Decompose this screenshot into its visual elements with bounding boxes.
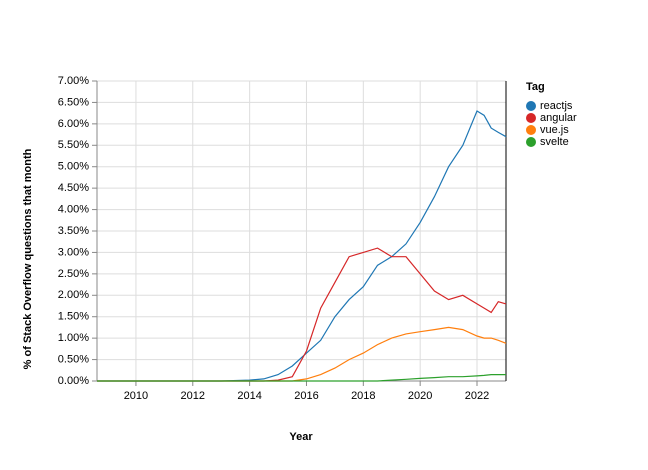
line [97, 247, 507, 382]
y-axis-label: % of Stack Overflow questions that month [22, 148, 34, 369]
line [97, 374, 506, 382]
x-tick-label: 2012 [181, 390, 205, 402]
legend-symbol [526, 137, 536, 147]
y-tick-label: 6.50% [58, 96, 89, 108]
y-tick-label: 2.50% [58, 268, 89, 280]
x-tick-label: 2018 [351, 390, 375, 402]
legend-label: vue.js [540, 124, 569, 136]
y-tick-label: 4.00% [58, 203, 89, 215]
legend-symbol [526, 113, 536, 123]
x-tick-label: 2016 [294, 390, 318, 402]
legend-label: angular [540, 112, 577, 124]
line [97, 110, 507, 382]
legend-symbol [526, 101, 536, 111]
legend-label: reactjs [540, 100, 573, 112]
y-tick-label: 4.50% [58, 182, 89, 194]
legend-symbol [526, 125, 536, 135]
x-tick-label: 2014 [237, 390, 261, 402]
x-tick-label: 2010 [124, 390, 148, 402]
y-tick-label: 7.00% [58, 75, 89, 87]
y-tick-label: 3.00% [58, 246, 89, 258]
y-tick-label: 3.50% [58, 225, 89, 237]
y-tick-label: 5.50% [58, 139, 89, 151]
x-tick-label: 2022 [465, 390, 489, 402]
y-tick-label: 1.00% [58, 332, 89, 344]
y-tick-label: 0.00% [58, 375, 89, 387]
x-tick-label: 2020 [408, 390, 432, 402]
y-tick-label: 6.00% [58, 118, 89, 130]
legend-title: Tag [526, 81, 545, 93]
legend-label: svelte [540, 136, 569, 148]
y-tick-label: 5.00% [58, 161, 89, 173]
y-tick-label: 1.50% [58, 311, 89, 323]
y-tick-label: 2.00% [58, 289, 89, 301]
x-axis-label: Year [289, 431, 313, 443]
line [97, 326, 507, 382]
y-tick-label: 0.50% [58, 353, 89, 365]
